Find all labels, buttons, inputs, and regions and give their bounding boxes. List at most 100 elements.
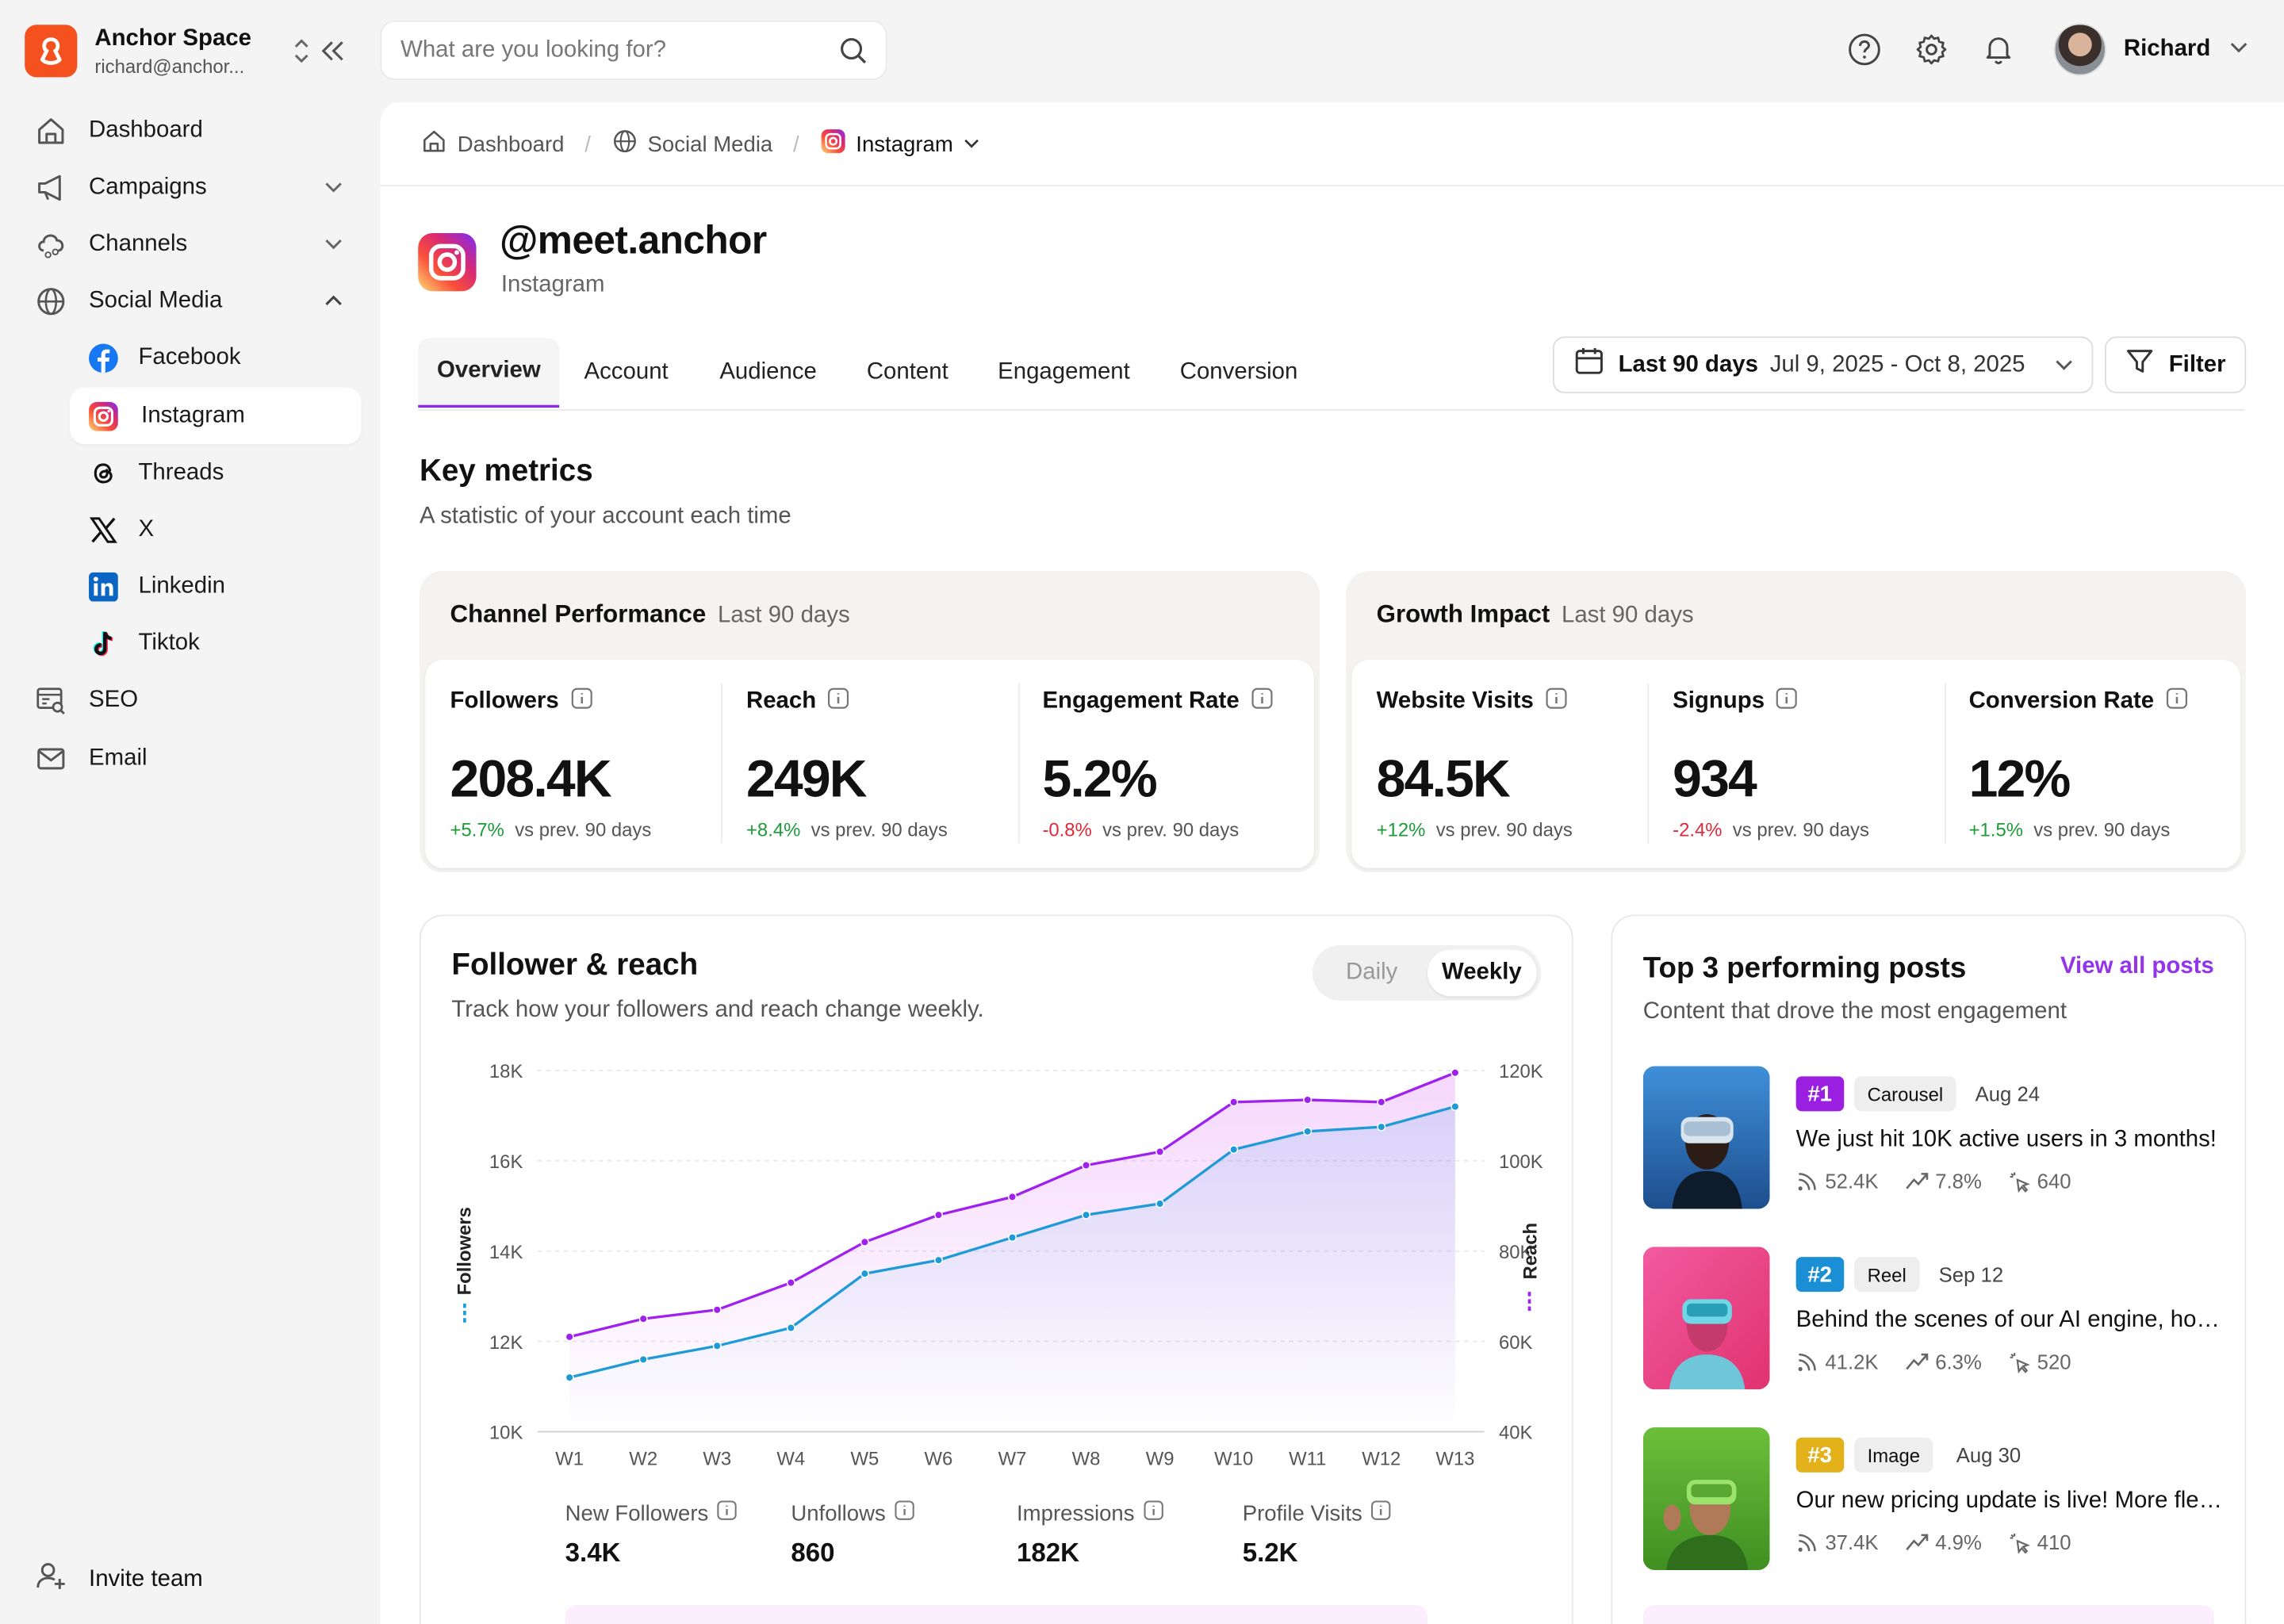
sidebar-item-campaigns[interactable]: Campaigns [21,159,362,216]
tab-content[interactable]: Content [866,359,948,385]
toggle-weekly[interactable]: Weekly [1427,949,1537,997]
metric-value: 84.5K [1376,749,1511,809]
collapse-sidebar-icon[interactable] [320,40,347,71]
linkedin-icon [86,569,121,604]
metric-row: Followers 208.4K +5.7% vs prev. 90 days … [425,660,1314,868]
follower-reach-chart: 10K 40K 12K 60K 14K 80K 16K 100K 18K 120K W1 W2 W3 W4… [454,1061,1543,1470]
sidebar-item-channels[interactable]: Channels [21,216,362,274]
post-item[interactable]: #1 Carousel Aug 24 We just hit 10K activ… [1642,1066,2226,1209]
info-icon[interactable] [1144,1500,1164,1526]
metric-compare: vs prev. 90 days [515,818,652,841]
metric-value: 249K [745,749,868,809]
metric-label: Signups [1673,688,1765,714]
x-tick-label: W7 [998,1449,1027,1470]
sidebar-item-label: Tiktok [138,630,200,657]
sidebar-item-x[interactable]: X [21,501,362,558]
stat-value: 5.2K [1242,1538,1298,1568]
info-icon[interactable] [828,688,850,717]
metric-label: Followers [450,688,559,714]
info-icon[interactable] [1776,688,1799,717]
data-point-reach [638,1314,648,1323]
workspace-switcher[interactable]: Anchor Space richard@anchor... [25,23,359,79]
trend-up-icon [1905,1171,1928,1192]
sidebar-item-label: Email [89,745,148,770]
chevron-updown-icon [291,38,312,71]
chevron-down-icon [964,132,981,156]
sidebar-item-instagram[interactable]: Instagram [70,387,362,445]
info-icon[interactable] [1546,688,1568,717]
sidebar-item-email[interactable]: Email [21,730,362,787]
tab-engagement[interactable]: Engagement [998,359,1130,385]
post-rate: 6.3% [1935,1350,1982,1374]
card-subtitle: Track how your followers and reach chang… [451,998,984,1023]
breadcrumb-label: Social Media [647,132,773,157]
post-date: Sep 12 [1938,1262,2004,1286]
info-icon[interactable] [2166,688,2188,717]
info-icon[interactable] [1371,1500,1392,1526]
workspace-name: Anchor Space [94,25,252,51]
sidebar-item-linkedin[interactable]: Linkedin [21,558,362,615]
reach-icon [1796,1531,1818,1553]
post-text: Behind the scenes of our AI engine, how … [1795,1308,2226,1333]
info-icon[interactable] [1251,688,1273,717]
search-input[interactable] [400,36,823,63]
toggle-daily[interactable]: Daily [1346,959,1398,985]
top-posts-card: Top 3 performing posts Content that drov… [1611,914,2247,1624]
stat-profile-visits: Profile Visits 5.2K [1243,1500,1469,1568]
metric-conversion-rate: Conversion Rate 12% +1.5% vs prev. 90 da… [1944,660,2240,868]
info-icon[interactable] [717,1500,738,1526]
y-left-tick-label: 16K [489,1151,523,1173]
info-icon[interactable] [895,1500,915,1526]
stat-label: Impressions [1017,1500,1135,1526]
filter-button[interactable]: Filter [2105,336,2247,393]
period-toggle: Daily Weekly [1312,945,1542,1001]
sidebar-item-seo[interactable]: SEO [21,672,362,730]
post-item[interactable]: #3 Image Aug 30 Our new pricing update i… [1642,1427,2225,1570]
invite-team-button[interactable]: Invite team [33,1558,203,1600]
post-item[interactable]: #2 Reel Sep 12 Behind the scenes of our … [1642,1247,2226,1390]
x-tick-label: W8 [1072,1449,1101,1470]
sidebar-item-tiktok[interactable]: Tiktok [21,615,362,672]
sidebar-item-threads[interactable]: Threads [21,444,362,501]
data-point-reach [786,1278,795,1288]
post-reach: 52.4K [1825,1169,1879,1193]
sidebar-item-social-media[interactable]: Social Media [21,273,362,330]
stat-label: Unfollows [791,1500,886,1526]
help-icon[interactable] [1847,32,1882,74]
user-name: Richard [2123,36,2211,62]
post-thumbnail [1642,1427,1770,1570]
metric-delta: +1.5% [1968,818,2023,841]
view-all-posts-link[interactable]: View all posts [2060,954,2214,979]
search-icon[interactable] [839,36,868,73]
chevron-down-icon [324,177,344,205]
breadcrumb-social-media[interactable]: Social Media [611,128,773,160]
stat-new-followers: New Followers 3.4K [565,1500,791,1568]
bell-icon[interactable] [1981,32,2016,74]
tab-account[interactable]: Account [584,359,669,385]
data-point-followers [638,1354,648,1364]
insight-banner [565,1605,1428,1624]
data-point-followers [1155,1199,1165,1208]
post-clicks: 520 [2037,1350,2071,1374]
breadcrumb-dashboard[interactable]: Dashboard [421,128,565,160]
tab-conversion[interactable]: Conversion [1179,359,1298,385]
breadcrumb-instagram[interactable]: Instagram [819,128,980,160]
data-point-reach [933,1210,943,1220]
date-range-picker[interactable]: Last 90 days Jul 9, 2025 - Oct 8, 2025 [1552,336,2094,393]
metric-signups: Signups 934 -2.4% vs prev. 90 days [1647,660,1944,868]
metric-label: Reach [745,688,817,714]
tab-audience[interactable]: Audience [719,359,817,385]
sidebar-item-facebook[interactable]: Facebook [21,330,362,387]
sidebar-item-dashboard[interactable]: Dashboard [21,102,362,159]
tab-overview[interactable]: Overview [418,338,560,408]
data-point-followers [860,1269,869,1278]
card-subtitle: Content that drove the most engagement [1642,998,2067,1025]
workspace-logo [25,25,78,78]
info-icon[interactable] [570,688,592,717]
search-bar[interactable] [380,20,887,81]
stat-value: 182K [1017,1538,1080,1568]
gear-icon[interactable] [1914,32,1949,74]
y-left-tick-label: 12K [489,1332,523,1354]
user-menu[interactable]: Richard [2053,23,2248,76]
x-tick-label: W2 [629,1449,657,1470]
